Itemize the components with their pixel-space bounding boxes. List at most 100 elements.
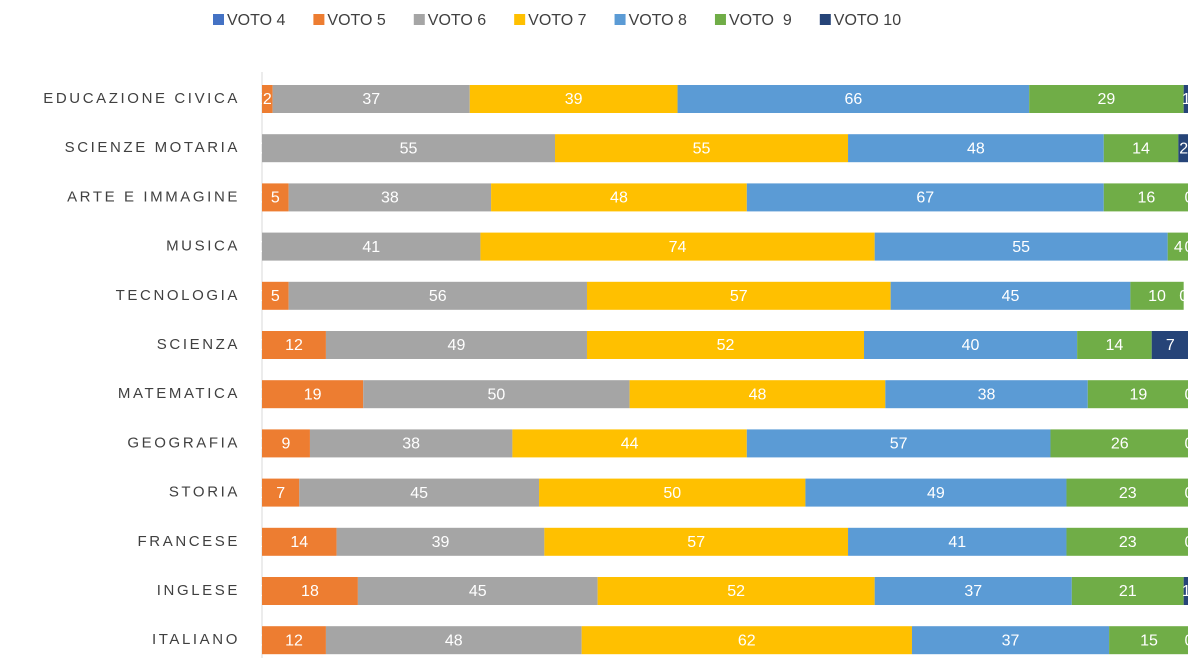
- value-label: 55: [693, 140, 711, 157]
- value-label: 12: [285, 632, 303, 649]
- value-label: 19: [1129, 386, 1147, 403]
- bar-segment: [262, 380, 364, 409]
- bar-segment: [885, 380, 1088, 409]
- value-label: 5: [271, 288, 280, 305]
- value-label: 48: [445, 632, 463, 649]
- bar-segment: [1130, 281, 1184, 310]
- bar-segment: [848, 527, 1067, 556]
- bar-segment: [262, 134, 556, 163]
- bar-segment: [262, 331, 326, 359]
- bar-segment: [325, 626, 582, 655]
- bar-segment: [262, 577, 358, 605]
- value-label: 10: [1148, 288, 1166, 305]
- bar-segment: [677, 85, 1030, 113]
- bar-segment: [1050, 429, 1188, 458]
- legend-swatch: [614, 14, 626, 25]
- value-label: 21: [1119, 583, 1137, 600]
- bar-segment: [805, 478, 1067, 507]
- value-label: 26: [1111, 436, 1129, 453]
- value-label: 57: [730, 288, 748, 305]
- bar-segment: [512, 429, 747, 458]
- bar-segment: [1066, 478, 1188, 507]
- value-label: 52: [727, 583, 745, 600]
- value-label: 45: [410, 485, 428, 502]
- value-label: 1: [1182, 583, 1188, 600]
- value-label: 0: [1185, 485, 1188, 502]
- bar-segment: [586, 331, 865, 359]
- value-label: 38: [381, 190, 399, 207]
- legend-swatch: [714, 14, 726, 25]
- bar-segment: [325, 331, 587, 359]
- bar-segment: [272, 85, 470, 113]
- bar-segment: [1103, 134, 1179, 163]
- bar-segment: [262, 478, 300, 507]
- value-label: 49: [448, 337, 466, 354]
- value-label: 45: [1002, 288, 1020, 305]
- value-label: 50: [663, 485, 681, 502]
- bar-segment: [336, 527, 545, 556]
- value-label: 14: [290, 534, 308, 551]
- bar-segment: [911, 626, 1110, 655]
- value-label: 5: [271, 190, 280, 207]
- bar-segment: [262, 85, 273, 113]
- value-label: 52: [717, 337, 735, 354]
- value-label: 9: [282, 436, 291, 453]
- value-label: 74: [669, 239, 687, 256]
- bar-segment: [480, 232, 875, 261]
- bar-segment: [1167, 232, 1188, 261]
- bar-segment: [864, 331, 1078, 359]
- value-label: 38: [402, 436, 420, 453]
- y-tick-label: SCIENZA: [157, 336, 240, 353]
- value-label: 19: [304, 386, 322, 403]
- bar-segment: [299, 478, 540, 507]
- value-label: 44: [621, 436, 639, 453]
- value-label: 37: [362, 91, 380, 108]
- bar-segment: [262, 281, 289, 310]
- value-label: 62: [738, 632, 756, 649]
- bar-segment: [874, 577, 1072, 605]
- value-label: 23: [1119, 534, 1137, 551]
- legend-label: VOTO 8: [629, 12, 687, 29]
- value-label: 41: [362, 239, 380, 256]
- value-label: 48: [610, 190, 628, 207]
- bar-segment: [890, 281, 1131, 310]
- bar-segment: [586, 281, 891, 310]
- value-label: 50: [488, 386, 506, 403]
- bar-segment: [309, 429, 513, 458]
- value-label: 45: [469, 583, 487, 600]
- value-label: 0: [1185, 632, 1188, 649]
- bar-segment: [357, 577, 598, 605]
- y-tick-label: ARTE E IMMAGINE: [67, 188, 240, 205]
- value-label: 7: [276, 485, 285, 502]
- bar-segment: [581, 626, 912, 655]
- legend-label: VOTO 9: [729, 12, 792, 29]
- value-label: 49: [927, 485, 945, 502]
- bar-segment: [874, 232, 1168, 261]
- value-label: 2: [263, 91, 272, 108]
- bar-segment: [262, 626, 326, 655]
- legend-swatch: [819, 14, 831, 25]
- y-tick-label: STORIA: [169, 484, 240, 501]
- bar-segment: [746, 183, 1104, 212]
- value-label: 16: [1137, 190, 1155, 207]
- bar-segment: [491, 183, 747, 212]
- y-tick-label: TECNOLOGIA: [116, 287, 240, 304]
- y-tick-label: INGLESE: [157, 582, 240, 599]
- value-label: 55: [1012, 239, 1030, 256]
- bar-segment: [288, 183, 492, 212]
- value-label: 67: [916, 190, 934, 207]
- bar-segment: [262, 527, 337, 556]
- bar-segment: [363, 380, 630, 409]
- bar-segment: [597, 577, 875, 605]
- value-label: 0: [1179, 288, 1188, 305]
- y-tick-label: MATEMATICA: [118, 385, 240, 402]
- value-label: 7: [1166, 337, 1175, 354]
- bar-segment: [1103, 183, 1188, 212]
- legend-label: VOTO 7: [528, 12, 586, 29]
- bar-segment: [1178, 134, 1188, 163]
- bar-segment: [629, 380, 886, 409]
- value-label: 48: [749, 386, 767, 403]
- y-tick-label: ITALIANO: [152, 631, 240, 648]
- value-label: 0: [1185, 190, 1188, 207]
